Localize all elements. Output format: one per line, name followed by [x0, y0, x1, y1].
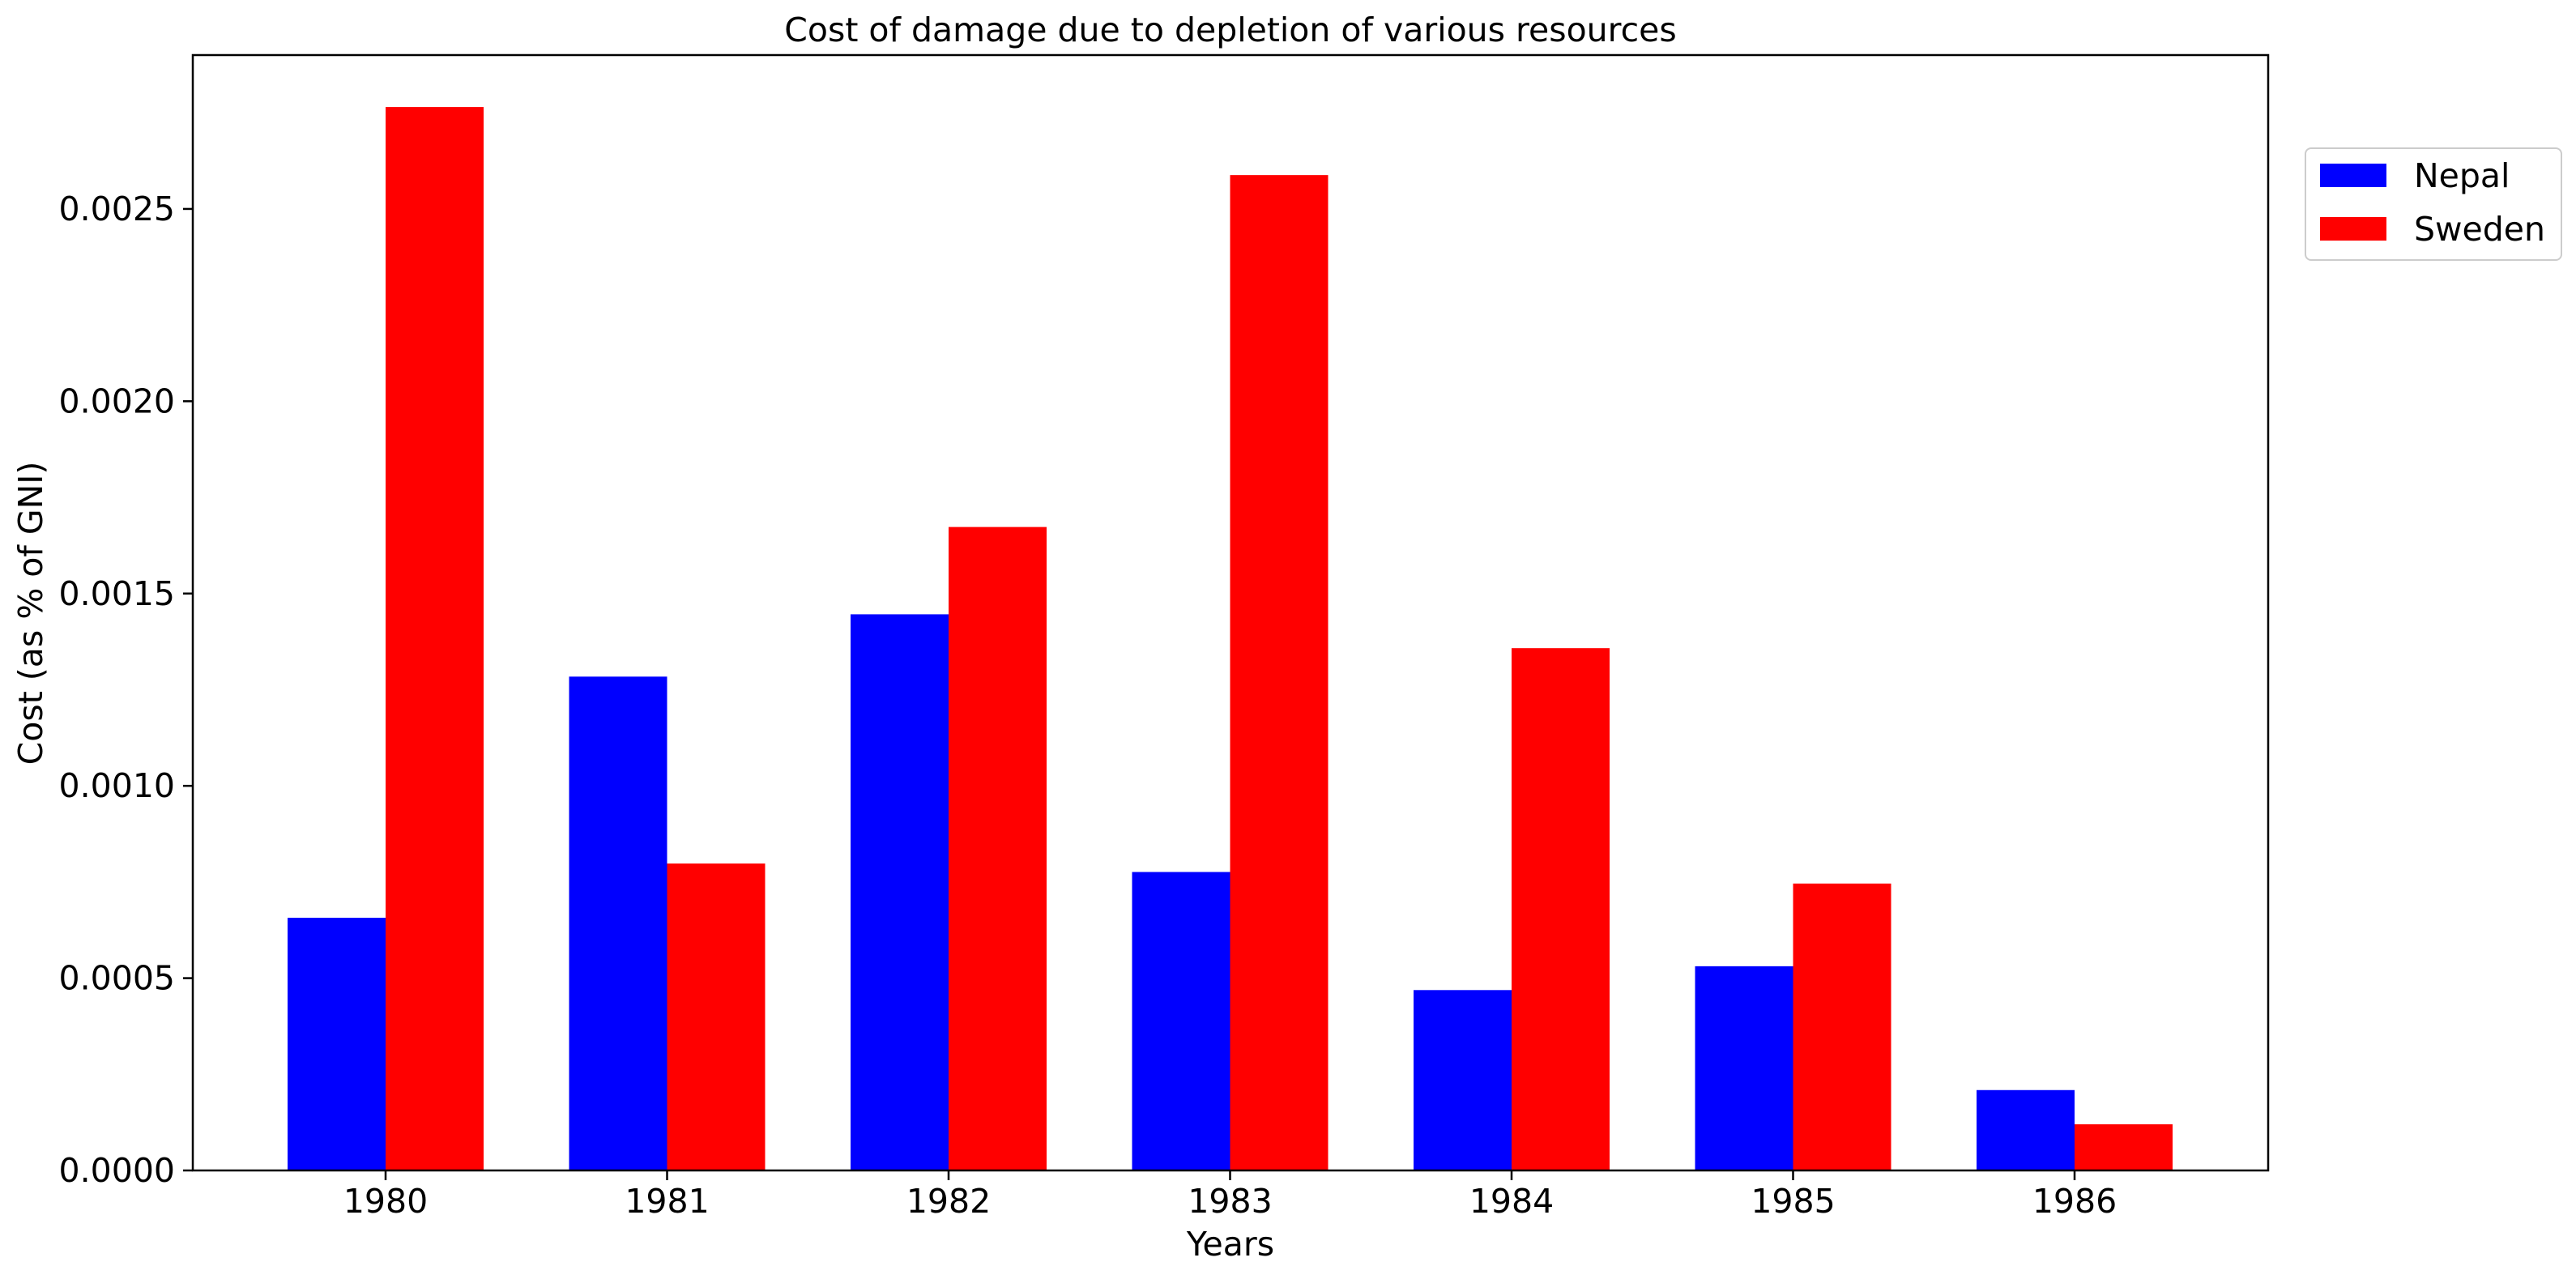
- x-tick-label: 1980: [343, 1182, 428, 1221]
- bar-sweden-1984: [1512, 648, 1610, 1170]
- bar-nepal-1983: [1132, 872, 1230, 1170]
- y-tick-label: 0.0005: [59, 959, 175, 998]
- x-tick-label: 1982: [906, 1182, 991, 1221]
- bar-sweden-1986: [2075, 1124, 2173, 1170]
- bar-sweden-1981: [667, 863, 766, 1170]
- x-tick-label: 1984: [1469, 1182, 1554, 1221]
- y-tick-label: 0.0000: [59, 1151, 175, 1190]
- y-tick-label: 0.0025: [59, 190, 175, 228]
- y-tick-label: 0.0020: [59, 382, 175, 420]
- x-tick-label: 1985: [1751, 1182, 1835, 1221]
- legend: Nepal Sweden: [2305, 147, 2562, 261]
- x-tick-label: 1986: [2032, 1182, 2117, 1221]
- y-axis-label: Cost (as % of GNI): [11, 462, 50, 765]
- bar-sweden-1983: [1230, 175, 1329, 1170]
- y-tick-label: 0.0010: [59, 766, 175, 805]
- bar-nepal-1980: [288, 918, 386, 1170]
- bar-sweden-1985: [1793, 883, 1891, 1170]
- x-tick-label: 1983: [1188, 1182, 1272, 1221]
- legend-label-sweden: Sweden: [2414, 210, 2545, 249]
- legend-label-nepal: Nepal: [2414, 156, 2510, 195]
- y-axis: 0.0000 0.0005 0.0010 0.0015 0.0020 0.0025: [59, 190, 193, 1190]
- y-tick-label: 0.0015: [59, 574, 175, 613]
- bar-nepal-1984: [1414, 990, 1512, 1170]
- bar-nepal-1985: [1695, 966, 1793, 1170]
- bar-sweden-1980: [386, 107, 484, 1171]
- bar-sweden-1982: [949, 527, 1047, 1170]
- x-tick-label: 1981: [625, 1182, 709, 1221]
- bars-group: [288, 107, 2173, 1171]
- bar-nepal-1982: [851, 614, 949, 1170]
- chart-title: Cost of damage due to depletion of vario…: [784, 11, 1677, 49]
- legend-swatch-nepal: [2320, 164, 2386, 187]
- legend-swatch-sweden: [2320, 217, 2386, 241]
- x-axis: 1980 1981 1982 1983 1984 1985 1986: [343, 1170, 2117, 1221]
- bar-nepal-1981: [569, 676, 667, 1170]
- x-axis-label: Years: [1186, 1225, 1274, 1264]
- bar-nepal-1986: [1977, 1089, 2075, 1170]
